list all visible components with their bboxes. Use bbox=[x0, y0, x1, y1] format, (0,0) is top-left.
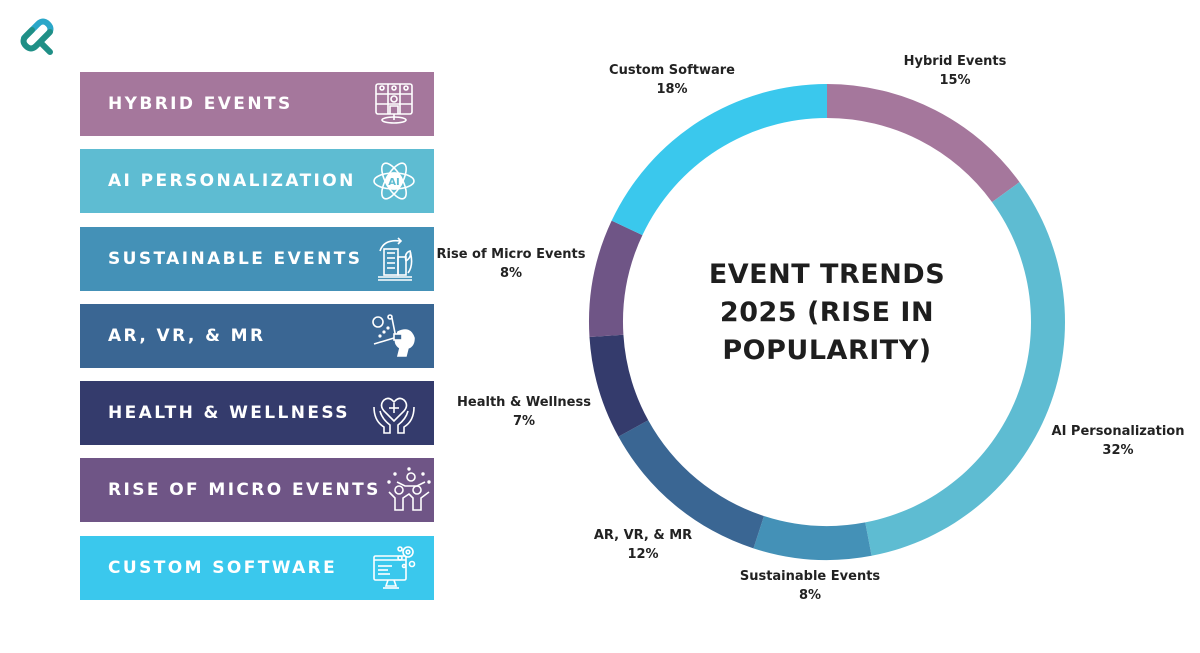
slice-label-custom-software: Custom Software 18% bbox=[609, 61, 735, 99]
brand-logo bbox=[12, 12, 62, 56]
svg-text:AI: AI bbox=[388, 177, 399, 188]
slice-label-name: Hybrid Events bbox=[903, 54, 1007, 69]
chart-title-line: EVENT TRENDS bbox=[708, 259, 946, 290]
donut-slice-health-wellness bbox=[589, 334, 649, 437]
slice-label-value: 12% bbox=[627, 547, 659, 562]
green-building-icon bbox=[366, 231, 422, 287]
slice-label-value: 32% bbox=[1102, 443, 1134, 458]
donut-slice-sustainable-events bbox=[753, 516, 872, 560]
donut-slice-ar-vr-mr bbox=[618, 420, 764, 549]
banner-sustainable-events: SUSTAINABLE EVENTS bbox=[80, 227, 434, 291]
banner-label: AI PERSONALIZATION bbox=[108, 171, 356, 191]
donut-slice-custom-software bbox=[611, 84, 827, 236]
ai-atom-icon: AI bbox=[366, 153, 422, 209]
donut-slice-hybrid-events bbox=[827, 84, 1020, 203]
slice-label-name: AI Personalization bbox=[1051, 424, 1185, 439]
heart-hands-icon bbox=[366, 385, 422, 441]
slice-label-value: 15% bbox=[939, 73, 971, 88]
slice-label-value: 18% bbox=[656, 82, 688, 97]
slice-label-name: Custom Software bbox=[609, 63, 735, 78]
banner-label: HEALTH & WELLNESS bbox=[108, 403, 350, 423]
chart-title: EVENT TRENDS 2025 (RISE IN POPULARITY) bbox=[677, 256, 977, 370]
banner-hybrid-events: HYBRID EVENTS bbox=[80, 72, 434, 136]
chart-title-line: POPULARITY) bbox=[722, 335, 932, 366]
banner-label: HYBRID EVENTS bbox=[108, 94, 293, 114]
slice-label-value: 8% bbox=[798, 588, 822, 603]
donut-slices bbox=[589, 84, 1065, 560]
vr-headset-icon bbox=[366, 308, 422, 364]
slice-label-hybrid-events: Hybrid Events 15% bbox=[904, 52, 1007, 90]
slice-label-sustainable-events: Sustainable Events 8% bbox=[740, 567, 880, 605]
slice-label-name: Health & Wellness bbox=[457, 395, 591, 410]
slice-label-name: Rise of Micro Events bbox=[436, 247, 586, 262]
slice-label-ai-personalization: AI Personalization 32% bbox=[1052, 422, 1185, 460]
banner-label: RISE OF MICRO EVENTS bbox=[108, 480, 381, 500]
slice-label-health-wellness: Health & Wellness 7% bbox=[457, 393, 591, 431]
video-conference-icon bbox=[366, 76, 422, 132]
slice-label-value: 8% bbox=[499, 266, 523, 281]
chart-title-line: 2025 (RISE IN bbox=[719, 297, 935, 328]
banner-ar-vr-mr: AR, VR, & MR bbox=[80, 304, 434, 368]
computer-gears-icon bbox=[366, 540, 422, 596]
donut-slice-rise-of-micro-events bbox=[589, 220, 643, 337]
banner-rise-of-micro-events: RISE OF MICRO EVENTS bbox=[80, 458, 434, 522]
banner-health-wellness: HEALTH & WELLNESS bbox=[80, 381, 434, 445]
banner-label: AR, VR, & MR bbox=[108, 326, 266, 346]
banner-label: SUSTAINABLE EVENTS bbox=[108, 249, 363, 269]
slice-label-ar-vr-mr: AR, VR, & MR 12% bbox=[594, 526, 692, 564]
banner-custom-software: CUSTOM SOFTWARE bbox=[80, 536, 434, 600]
celebrating-people-icon bbox=[381, 462, 437, 518]
slice-label-value: 7% bbox=[512, 414, 536, 429]
banner-label: CUSTOM SOFTWARE bbox=[108, 558, 338, 578]
slice-label-name: Sustainable Events bbox=[739, 569, 881, 584]
link-s-logo-icon bbox=[20, 18, 54, 55]
slice-label-rise-of-micro-events: Rise of Micro Events 8% bbox=[436, 245, 585, 283]
banner-ai-personalization: AI PERSONALIZATION AI bbox=[80, 149, 434, 213]
donut-slice-ai-personalization bbox=[865, 182, 1065, 556]
slice-label-name: AR, VR, & MR bbox=[593, 528, 693, 543]
